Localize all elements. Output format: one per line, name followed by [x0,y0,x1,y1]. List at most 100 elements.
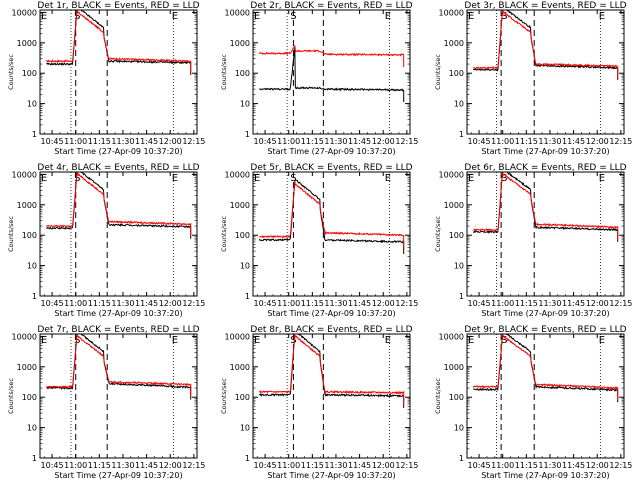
x-tick-label: 11:15 [88,461,111,470]
flag-label: S [74,335,80,346]
y-axis-label: Counts/sec [434,216,442,252]
y-tick-label: 10 [27,100,37,109]
y-tick-label: 10000 [439,8,464,17]
x-tick-label: 11:45 [135,461,158,470]
y-tick-label: 1 [245,130,250,139]
y-axis-label: Counts/sec [220,54,228,90]
lld-series-line [46,11,192,74]
flag-label: S [290,11,296,22]
x-tick-label: 11:45 [348,137,371,146]
flag-label: E [599,173,605,184]
x-tick-label: 11:00 [491,461,514,470]
flag-label: E [172,335,178,346]
x-tick-label: 10:45 [254,461,277,470]
y-tick-label: 10 [27,262,37,271]
detector-panel: Det 3r, BLACK = Events, RED = LLD 1 10 100 1… [434,1,632,156]
events-series-line [472,172,619,242]
y-tick-label: 100 [22,393,37,402]
y-axis-label: Counts/sec [220,378,228,414]
flag-label: E [41,335,47,346]
x-tick-label: 11:45 [562,461,585,470]
panel-title: Det 4r, BLACK = Events, RED = LLD [37,163,199,173]
events-series-line [473,334,619,403]
flag-label: E [599,335,605,346]
plot-frame [466,171,625,297]
x-tick-label: 11:30 [538,137,561,146]
y-tick-label: 1000 [444,201,464,210]
y-tick-label: 100 [449,69,464,78]
y-tick-label: 100 [22,231,37,240]
flag-label: S [290,335,296,346]
x-tick-label: 12:15 [182,137,205,146]
lld-series-line [258,180,405,248]
x-tick-label: 10:45 [468,299,491,308]
x-tick-label: 11:30 [324,137,347,146]
flag-label: E [254,11,260,22]
panel-title: Det 1r, BLACK = Events, RED = LLD [37,1,199,11]
x-tick-label: 10:45 [41,137,64,146]
flag-label: E [385,11,391,22]
panel-title: Det 2r, BLACK = Events, RED = LLD [250,1,412,11]
y-tick-label: 10000 [439,332,464,341]
lld-series-line [259,334,405,405]
events-series-line [46,172,192,239]
x-axis-label: Start Time (27-Apr-09 10:37:20) [54,309,182,318]
y-tick-label: 10 [454,262,464,271]
y-tick-label: 10 [27,424,37,433]
x-tick-label: 11:00 [64,137,87,146]
x-tick-label: 11:30 [324,299,347,308]
x-tick-label: 10:45 [254,299,277,308]
y-tick-label: 1 [32,130,37,139]
y-tick-label: 1000 [444,363,464,372]
x-tick-label: 12:15 [395,299,418,308]
x-tick-label: 11:00 [277,461,300,470]
events-series-line [258,178,405,254]
x-axis-label: Start Time (27-Apr-09 10:37:20) [267,147,395,156]
detector-panel: Det 4r, BLACK = Events, RED = LLD 1 10 100 1… [7,163,205,318]
plot-frame [252,9,411,135]
x-tick-label: 11:45 [348,461,371,470]
x-tick-label: 11:00 [491,137,514,146]
events-series-line [472,10,619,80]
x-tick-label: 11:30 [324,461,347,470]
x-tick-label: 11:15 [515,137,538,146]
detector-panel: Det 2r, BLACK = Events, RED = LLD 1 10 100 1… [220,1,418,156]
lld-series-line [258,45,405,67]
flag-label: S [290,173,296,184]
x-tick-label: 12:15 [395,137,418,146]
y-tick-label: 1 [459,454,464,463]
x-tick-label: 11:30 [538,461,561,470]
y-axis-label: Counts/sec [220,216,228,252]
x-tick-label: 12:00 [586,299,609,308]
x-tick-label: 12:15 [609,299,632,308]
x-tick-label: 12:15 [395,461,418,470]
y-tick-label: 10 [240,424,250,433]
x-tick-label: 12:00 [586,137,609,146]
flag-label: E [599,11,605,22]
x-tick-label: 12:15 [609,137,632,146]
y-tick-label: 1000 [17,39,37,48]
flag-label: E [385,335,391,346]
y-axis-label: Counts/sec [7,216,15,252]
x-axis-label: Start Time (27-Apr-09 10:37:20) [481,471,609,480]
x-tick-label: 10:45 [41,461,64,470]
y-tick-label: 100 [22,69,37,78]
panel-title: Det 6r, BLACK = Events, RED = LLD [464,163,626,173]
detector-panel: Det 1r, BLACK = Events, RED = LLD 1 10 100 1… [7,1,205,156]
flag-label: E [41,11,47,22]
flag-label: E [172,173,178,184]
y-tick-label: 100 [449,393,464,402]
detector-panel: Det 7r, BLACK = Events, RED = LLD 1 10 100 1… [7,325,205,480]
plot-frame [39,171,198,297]
y-tick-label: 1 [245,292,250,301]
lld-series-line [472,334,619,401]
x-tick-label: 11:45 [135,137,158,146]
x-axis-label: Start Time (27-Apr-09 10:37:20) [267,471,395,480]
y-axis-label: Counts/sec [434,378,442,414]
x-axis-label: Start Time (27-Apr-09 10:37:20) [481,309,609,318]
x-tick-label: 11:00 [277,299,300,308]
y-tick-label: 10000 [225,8,250,17]
flag-label: E [172,11,178,22]
x-tick-label: 12:00 [372,299,395,308]
